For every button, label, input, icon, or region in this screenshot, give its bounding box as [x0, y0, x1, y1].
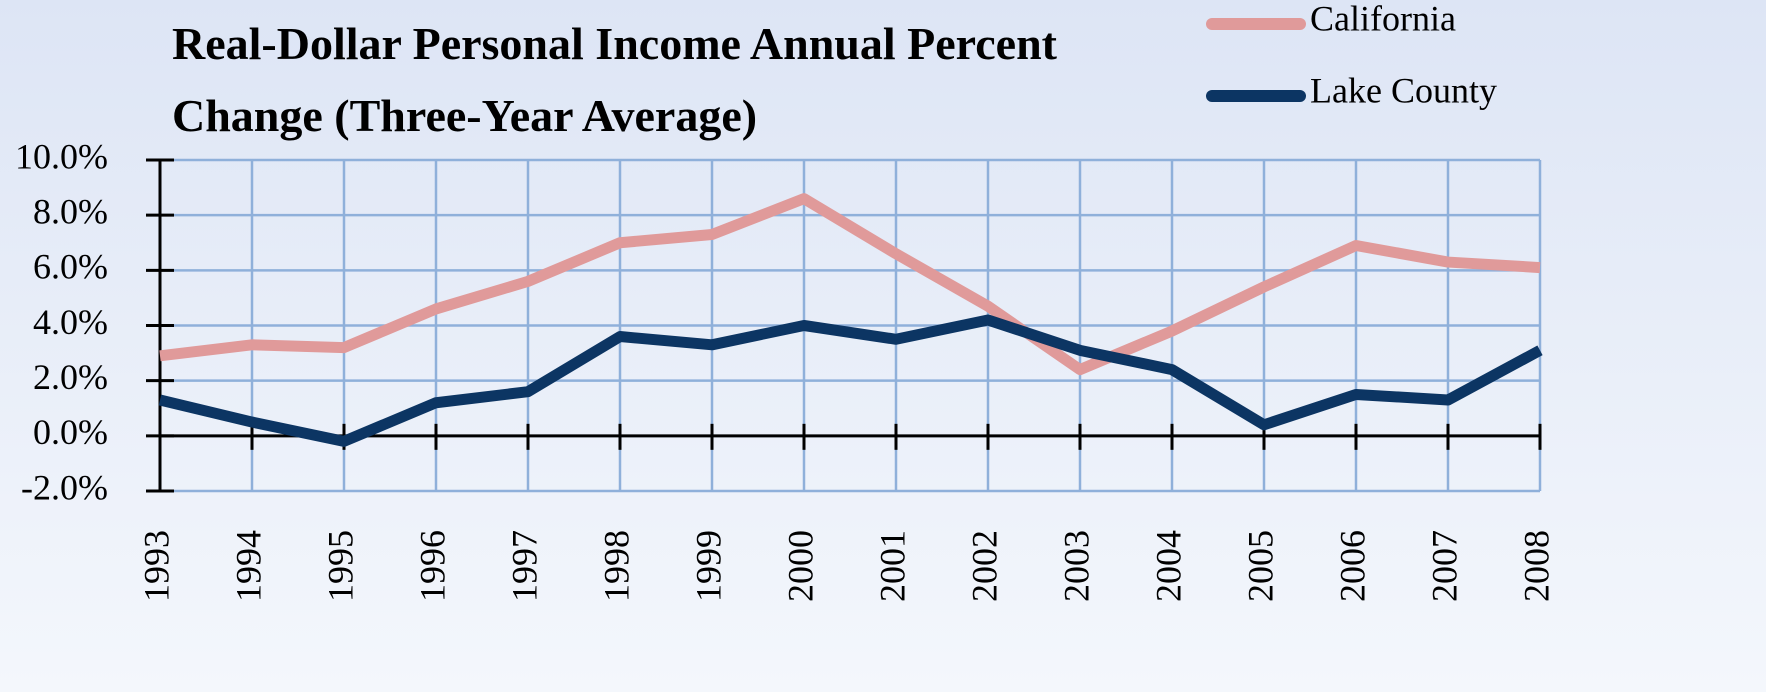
y-tick-label: 4.0%: [33, 302, 108, 342]
x-tick-label: 2005: [1240, 530, 1280, 602]
x-tick-label: 1997: [504, 530, 544, 602]
series-line: [158, 314, 1543, 447]
x-tick-label: 2008: [1516, 530, 1556, 602]
x-tick-label: 2007: [1424, 530, 1464, 602]
x-tick-label: 2002: [964, 530, 1004, 602]
x-tick-label: 1999: [688, 530, 728, 602]
y-tick-label: 8.0%: [33, 191, 108, 231]
legend-label: California: [1310, 0, 1456, 38]
x-tick-label: 1998: [596, 530, 636, 602]
x-tick-label: 2006: [1332, 530, 1372, 602]
series-line: [159, 193, 1541, 376]
x-tick-label: 2003: [1056, 530, 1096, 602]
x-tick-label: 2000: [780, 530, 820, 602]
y-tick-label: 6.0%: [33, 247, 108, 287]
x-tick-label: 1995: [320, 530, 360, 602]
x-tick-label: 1996: [412, 530, 452, 602]
x-tick-label: 1993: [136, 530, 176, 602]
x-tick-label: 1994: [228, 530, 268, 602]
x-tick-label: 2004: [1148, 530, 1188, 602]
x-tick-label: 2001: [872, 530, 912, 602]
chart-title: Real-Dollar Personal Income Annual Perce…: [172, 18, 1057, 141]
y-tick-label: 10.0%: [15, 136, 108, 176]
y-tick-label: -2.0%: [21, 467, 108, 507]
y-tick-label: 0.0%: [33, 412, 108, 452]
y-tick-label: 2.0%: [33, 357, 108, 397]
legend-label: Lake County: [1310, 70, 1497, 110]
